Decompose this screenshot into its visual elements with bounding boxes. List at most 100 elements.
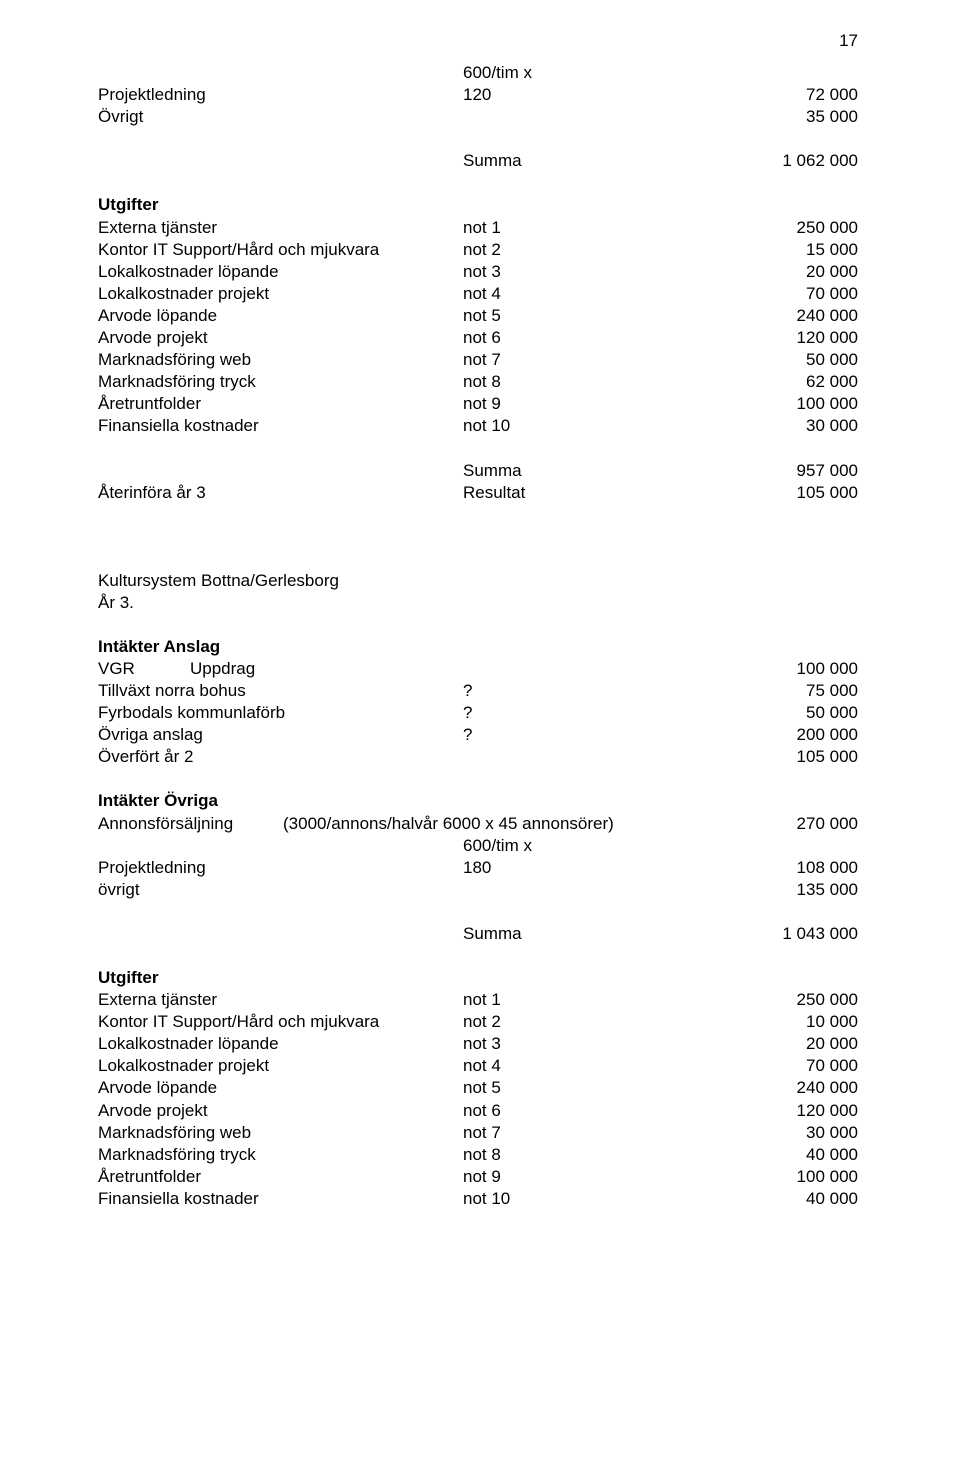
cell: ? [463, 702, 673, 724]
result-row: Återinföra år 3 Resultat 105 000 [98, 482, 860, 504]
cell: 250 000 [673, 989, 860, 1011]
cell: 270 000 [758, 813, 860, 835]
cell: not 7 [463, 1122, 673, 1144]
table-row: VGRUppdrag 100 000 [98, 658, 860, 680]
table-row: Marknadsföring webnot 730 000 [98, 1122, 860, 1144]
cell-part: Uppdrag [190, 659, 255, 678]
cell: not 10 [463, 1188, 673, 1210]
cell: not 6 [463, 1100, 673, 1122]
cell: Kontor IT Support/Hård och mjukvara [98, 1011, 463, 1033]
cell: 62 000 [673, 371, 860, 393]
table-row: Marknadsföring webnot 750 000 [98, 349, 860, 371]
utgifter-table: Externa tjänsternot 1250 000Kontor IT Su… [98, 989, 860, 1210]
cell: Övrigt [98, 106, 463, 128]
summa-label: Summa [463, 150, 673, 172]
cell: Externa tjänster [98, 217, 463, 239]
table-row: Arvode projektnot 6120 000 [98, 1100, 860, 1122]
cell: Åretruntfolder [98, 1166, 463, 1188]
cell: 600/tim x [463, 835, 673, 857]
cell: not 2 [463, 239, 673, 261]
utgifter-heading: Utgifter [98, 967, 860, 989]
cell: Lokalkostnader löpande [98, 261, 463, 283]
utgifter-heading: Utgifter [98, 194, 860, 216]
table-row: 600/tim x [98, 62, 860, 84]
cell: 40 000 [673, 1188, 860, 1210]
table-row: Överfört år 2 105 000 [98, 746, 860, 768]
cell: 75 000 [673, 680, 860, 702]
cell: Finansiella kostnader [98, 415, 463, 437]
cell: 15 000 [673, 239, 860, 261]
table-row: Externa tjänsternot 1250 000 [98, 217, 860, 239]
page-number: 17 [98, 30, 860, 52]
cell: Återinföra år 3 [98, 482, 463, 504]
cell: 135 000 [673, 879, 860, 901]
cell: Summa [463, 460, 673, 482]
cell: 70 000 [673, 283, 860, 305]
table-row: Externa tjänsternot 1250 000 [98, 989, 860, 1011]
cell: (3000/annons/halvår 6000 x 45 annonsörer… [283, 813, 758, 835]
cell: Arvode löpande [98, 305, 463, 327]
table-row: Lokalkostnader löpandenot 320 000 [98, 1033, 860, 1055]
cell: Marknadsföring tryck [98, 371, 463, 393]
cell: not 5 [463, 1077, 673, 1099]
cell: 240 000 [673, 305, 860, 327]
cell: 120 000 [673, 1100, 860, 1122]
table-row: Övrigt 35 000 [98, 106, 860, 128]
cell: not 1 [463, 217, 673, 239]
cell: Överfört år 2 [98, 746, 463, 768]
section-subtitle: År 3. [98, 592, 860, 614]
cell: 105 000 [673, 482, 860, 504]
table-row: Åretruntfoldernot 9100 000 [98, 1166, 860, 1188]
table-row: Annonsförsäljning (3000/annons/halvår 60… [98, 813, 860, 835]
cell: not 9 [463, 1166, 673, 1188]
cell: Lokalkostnader projekt [98, 283, 463, 305]
cell: 100 000 [673, 658, 860, 680]
table-row: Arvode löpandenot 5240 000 [98, 1077, 860, 1099]
cell: 240 000 [673, 1077, 860, 1099]
table-row: Marknadsföring trycknot 862 000 [98, 371, 860, 393]
cell: Lokalkostnader löpande [98, 1033, 463, 1055]
table-row: Lokalkostnader löpandenot 320 000 [98, 261, 860, 283]
cell: Tillväxt norra bohus [98, 680, 463, 702]
cell: övrigt [98, 879, 463, 901]
table-row: Kontor IT Support/Hård och mjukvaranot 2… [98, 239, 860, 261]
cell: Lokalkostnader projekt [98, 1055, 463, 1077]
cell: not 4 [463, 1055, 673, 1077]
cell: not 1 [463, 989, 673, 1011]
cell: 180 [463, 857, 673, 879]
cell: 250 000 [673, 217, 860, 239]
cell: Övriga anslag [98, 724, 463, 746]
cell: Marknadsföring web [98, 1122, 463, 1144]
cell: Åretruntfolder [98, 393, 463, 415]
cell: not 8 [463, 1144, 673, 1166]
cell: Resultat [463, 482, 673, 504]
cell: not 2 [463, 1011, 673, 1033]
intakter-ovriga-heading: Intäkter Övriga [98, 790, 860, 812]
cell: not 9 [463, 393, 673, 415]
cell-part: VGR [98, 658, 190, 680]
table-row: Finansiella kostnadernot 1030 000 [98, 415, 860, 437]
summa-row: Summa 1 043 000 [98, 923, 860, 945]
top-block: 600/tim x Projektledning 120 72 000 Övri… [98, 62, 860, 128]
cell: 105 000 [673, 746, 860, 768]
cell: Finansiella kostnader [98, 1188, 463, 1210]
cell: 108 000 [673, 857, 860, 879]
cell: not 4 [463, 283, 673, 305]
table-row: Arvode projektnot 6120 000 [98, 327, 860, 349]
cell: 50 000 [673, 702, 860, 724]
cell: 120 000 [673, 327, 860, 349]
cell: Kontor IT Support/Hård och mjukvara [98, 239, 463, 261]
cell: 30 000 [673, 415, 860, 437]
cell: Externa tjänster [98, 989, 463, 1011]
utgifter-table: Externa tjänsternot 1250 000Kontor IT Su… [98, 217, 860, 438]
table-row: Lokalkostnader projektnot 470 000 [98, 1055, 860, 1077]
cell: 30 000 [673, 1122, 860, 1144]
section-title: Kultursystem Bottna/Gerlesborg [98, 570, 860, 592]
cell: Arvode projekt [98, 327, 463, 349]
result-row: Summa 957 000 [98, 460, 860, 482]
cell: not 8 [463, 371, 673, 393]
table-row: Övriga anslag ? 200 000 [98, 724, 860, 746]
cell: Fyrbodals kommunlaförb [98, 702, 463, 724]
table-row: Tillväxt norra bohus ? 75 000 [98, 680, 860, 702]
cell: Arvode projekt [98, 1100, 463, 1122]
